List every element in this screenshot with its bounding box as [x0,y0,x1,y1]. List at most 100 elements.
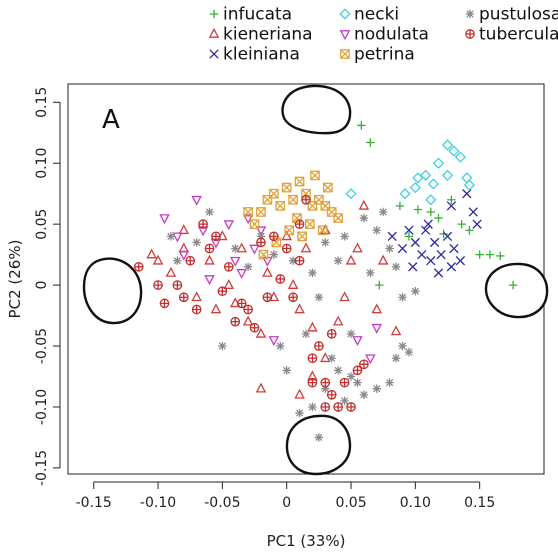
point-kieneriana-24 [320,352,331,363]
point-tuberculata-25 [320,377,331,388]
point-pustulosa-41 [346,329,356,339]
point-tuberculata-21 [294,219,305,230]
point-necki-5 [427,178,439,190]
point-pustulosa-8 [269,250,279,259]
point-pustulosa-20 [391,262,401,272]
point-pustulosa-9 [288,256,298,265]
point-tuberculata-36 [326,328,337,339]
point-petrina-2 [268,188,279,199]
point-petrina-21 [310,170,320,181]
point-nodulata-8 [236,269,247,279]
point-tuberculata-0 [133,261,144,272]
point-petrina-23 [323,182,333,193]
point-kleiniana-9 [436,249,446,260]
point-necki-4 [420,169,432,182]
point-infucata-8 [465,226,474,235]
point-tuberculata-19 [281,243,292,254]
point-necki-7 [441,169,454,182]
point-tuberculata-4 [178,292,189,303]
point-nodulata-17 [268,336,280,347]
point-pustulosa-34 [295,408,304,418]
point-kleiniana-13 [455,256,466,266]
point-tuberculata-14 [243,304,253,315]
point-necki-13 [425,194,437,206]
legend-label-pustulosa: pustulosa [479,5,558,25]
panel-label: A [102,105,120,135]
point-nodulata-11 [255,226,267,237]
point-tuberculata-34 [262,292,273,303]
point-pustulosa-21 [398,293,407,302]
point-nodulata-15 [365,354,376,365]
point-necki-0 [345,188,357,200]
point-necki-2 [409,181,421,194]
legend-marker-tuberculata [465,29,475,39]
point-necki-12 [441,139,454,151]
point-kieneriana-17 [300,242,312,253]
point-pustulosa-36 [340,396,349,406]
point-tuberculata-3 [172,280,183,290]
point-kleiniana-11 [446,262,457,272]
point-necki-8 [448,145,460,157]
point-tuberculata-5 [185,255,196,266]
point-kleiniana-18 [408,262,418,272]
shape-outlines [82,84,549,476]
legend-marker-kieneriana [208,27,220,38]
x-tick-label: 0.05 [335,495,366,511]
point-petrina-0 [256,207,266,217]
point-kleiniana-2 [404,225,414,235]
point-infucata-13 [439,229,448,239]
legend-marker-petrina [340,49,350,59]
point-necki-11 [463,179,476,191]
point-kleiniana-15 [468,207,478,217]
x-tick-label: -0.05 [204,495,240,511]
point-kleiniana-17 [446,201,457,211]
point-nodulata-0 [159,214,170,225]
point-tuberculata-13 [236,298,247,309]
y-tick-label: -0.05 [34,328,50,364]
point-kieneriana-14 [281,230,292,241]
point-pustulosa-12 [321,238,330,247]
outline-left [82,257,143,325]
point-kleiniana-8 [433,268,444,278]
point-nodulata-16 [371,323,383,334]
point-pustulosa-38 [276,341,285,351]
y-tick-label: 0.05 [34,209,50,240]
x-tick-label: -0.10 [140,495,176,511]
point-pustulosa-2 [173,256,182,265]
point-kieneriana-23 [358,199,370,210]
point-pustulosa-3 [192,238,201,247]
point-infucata-14 [404,232,414,241]
point-infucata-11 [496,251,505,261]
point-pustulosa-26 [359,390,369,399]
point-necki-1 [399,188,411,200]
point-kieneriana-8 [223,279,235,289]
point-petrina-14 [243,207,253,217]
point-kieneriana-15 [287,279,299,289]
legend-marker-infucata [209,9,219,19]
point-kleiniana-5 [420,225,431,235]
point-pustulosa-35 [314,433,324,442]
point-kieneriana-5 [204,254,215,265]
point-infucata-6 [447,195,456,204]
point-kleiniana-16 [472,219,482,229]
point-nodulata-14 [352,336,363,347]
point-tuberculata-35 [359,359,369,370]
x-tick-label: 0.10 [400,495,431,511]
point-petrina-5 [288,194,298,205]
point-kieneriana-28 [178,224,190,235]
point-tuberculata-17 [268,231,279,242]
point-pustulosa-29 [391,354,401,363]
point-tuberculata-23 [307,353,318,364]
point-pustulosa-0 [218,341,227,351]
point-pustulosa-32 [321,384,330,393]
point-infucata-9 [475,250,484,259]
point-pustulosa-24 [346,372,356,381]
point-pustulosa-31 [404,347,414,357]
legend-marker-pustulosa [465,9,475,19]
point-pustulosa-7 [256,232,266,241]
y-tick-label: -0.15 [34,450,50,486]
point-pustulosa-4 [205,207,214,217]
point-petrina-4 [281,182,292,193]
